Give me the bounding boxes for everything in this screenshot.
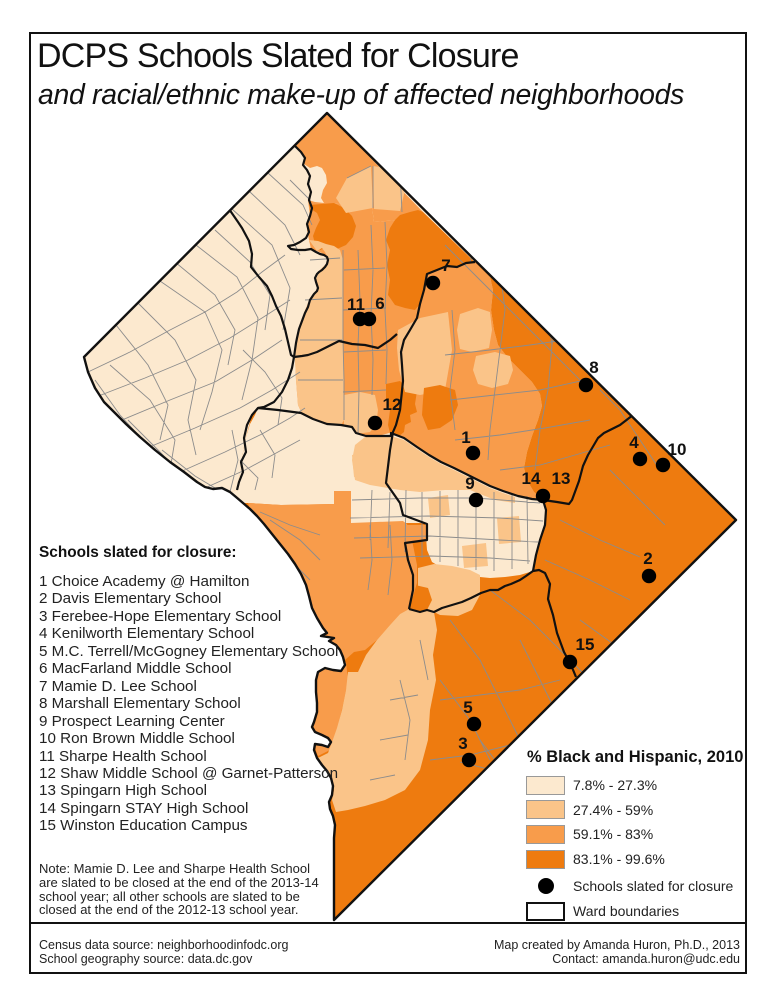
svg-text:10: 10: [668, 440, 687, 459]
svg-text:13: 13: [552, 469, 571, 488]
svg-text:12: 12: [383, 395, 402, 414]
svg-text:7: 7: [441, 256, 450, 275]
svg-text:15: 15: [576, 635, 595, 654]
svg-text:9: 9: [465, 474, 474, 493]
svg-text:3: 3: [458, 734, 467, 753]
svg-text:1: 1: [461, 428, 470, 447]
svg-text:8: 8: [589, 358, 598, 377]
svg-text:6: 6: [375, 294, 384, 313]
svg-text:4: 4: [629, 433, 639, 452]
svg-text:5: 5: [463, 698, 472, 717]
svg-text:14: 14: [522, 469, 541, 488]
svg-text:2: 2: [643, 549, 652, 568]
svg-text:11: 11: [347, 295, 365, 314]
